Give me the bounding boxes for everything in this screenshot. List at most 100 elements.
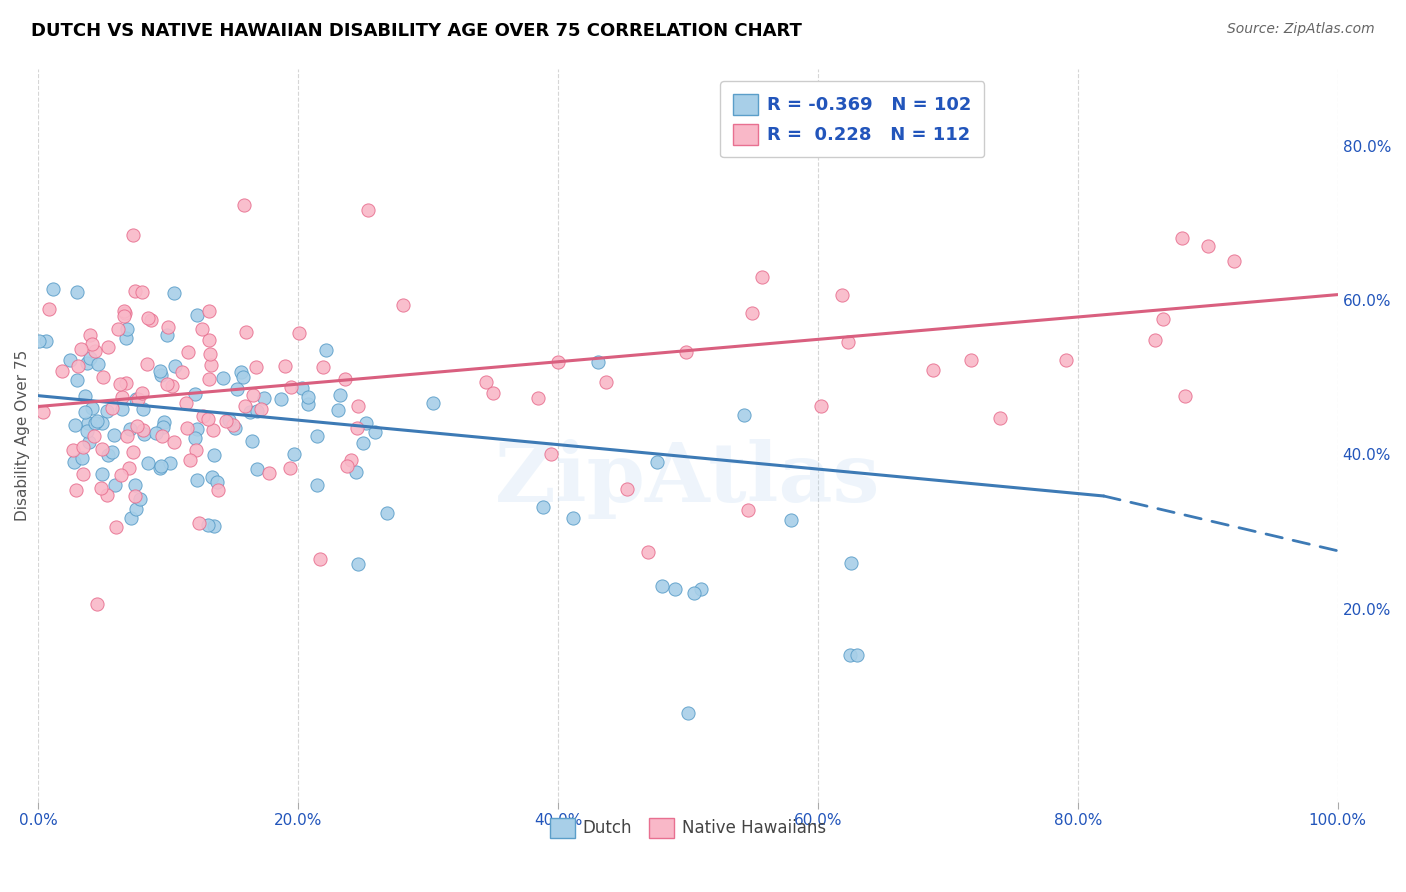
- Point: [197, 333, 219, 347]
- Point: [810, 399, 832, 413]
- Point: [139, 313, 162, 327]
- Point: [35, 334, 58, 349]
- Point: [91, 370, 114, 384]
- Point: [82, 401, 104, 416]
- Point: [91, 417, 114, 431]
- Point: [586, 354, 609, 368]
- Point: [127, 419, 149, 434]
- Point: [837, 334, 859, 349]
- Point: [131, 423, 153, 437]
- Point: [291, 381, 314, 395]
- Point: [150, 428, 173, 442]
- Point: [562, 511, 585, 525]
- Point: [51, 364, 73, 378]
- Point: [120, 511, 142, 525]
- Point: [66, 374, 89, 388]
- Point: [86, 414, 108, 428]
- Point: [111, 402, 134, 417]
- Point: [222, 418, 245, 433]
- Point: [104, 519, 127, 533]
- Point: [124, 489, 146, 503]
- Point: [839, 648, 862, 662]
- Point: [664, 582, 686, 597]
- Point: [344, 465, 367, 479]
- Point: [232, 369, 254, 384]
- Point: [184, 386, 207, 401]
- Point: [153, 415, 176, 429]
- Point: [357, 202, 380, 217]
- Point: [474, 376, 496, 390]
- Point: [84, 416, 107, 430]
- Point: [115, 331, 138, 345]
- Point: [751, 270, 773, 285]
- Point: [179, 453, 201, 467]
- Point: [212, 370, 235, 384]
- Point: [70, 450, 93, 465]
- Point: [149, 368, 172, 382]
- Point: [651, 578, 673, 592]
- Point: [124, 478, 146, 492]
- Point: [193, 409, 215, 423]
- Point: [676, 706, 699, 720]
- Point: [114, 376, 136, 390]
- Point: [246, 462, 269, 476]
- Point: [156, 377, 179, 392]
- Point: [72, 440, 94, 454]
- Point: [1152, 312, 1174, 326]
- Point: [297, 390, 319, 404]
- Point: [136, 311, 159, 326]
- Legend: Dutch, Native Hawaiians: Dutch, Native Hawaiians: [543, 811, 834, 845]
- Point: [149, 461, 172, 475]
- Point: [547, 355, 569, 369]
- Point: [131, 385, 153, 400]
- Point: [87, 357, 110, 371]
- Point: [115, 429, 138, 443]
- Point: [38, 302, 60, 317]
- Point: [741, 306, 763, 320]
- Point: [65, 483, 87, 497]
- Point: [245, 404, 267, 418]
- Point: [177, 344, 200, 359]
- Point: [42, 282, 65, 296]
- Point: [845, 648, 868, 662]
- Point: [121, 227, 143, 242]
- Point: [129, 491, 152, 506]
- Point: [270, 392, 292, 406]
- Point: [136, 357, 159, 371]
- Point: [90, 467, 112, 481]
- Point: [107, 322, 129, 336]
- Point: [226, 382, 249, 396]
- Point: [645, 455, 668, 469]
- Point: [197, 372, 219, 386]
- Point: [737, 503, 759, 517]
- Point: [66, 359, 89, 373]
- Point: [288, 326, 311, 340]
- Point: [197, 518, 219, 533]
- Point: [482, 385, 505, 400]
- Point: [90, 442, 112, 456]
- Point: [97, 448, 120, 462]
- Point: [65, 417, 87, 432]
- Point: [200, 358, 222, 372]
- Point: [187, 516, 209, 530]
- Point: [922, 363, 945, 377]
- Point: [229, 366, 252, 380]
- Point: [305, 478, 328, 492]
- Point: [136, 456, 159, 470]
- Point: [100, 401, 122, 416]
- Point: [1197, 239, 1219, 253]
- Point: [224, 420, 246, 434]
- Point: [250, 401, 273, 416]
- Point: [186, 308, 208, 322]
- Point: [329, 387, 352, 401]
- Point: [66, 285, 89, 299]
- Point: [1174, 389, 1197, 403]
- Point: [120, 422, 142, 436]
- Point: [839, 556, 862, 570]
- Point: [28, 334, 51, 349]
- Point: [245, 360, 267, 375]
- Point: [242, 434, 264, 449]
- Point: [235, 325, 257, 339]
- Point: [127, 392, 149, 406]
- Point: [86, 597, 108, 611]
